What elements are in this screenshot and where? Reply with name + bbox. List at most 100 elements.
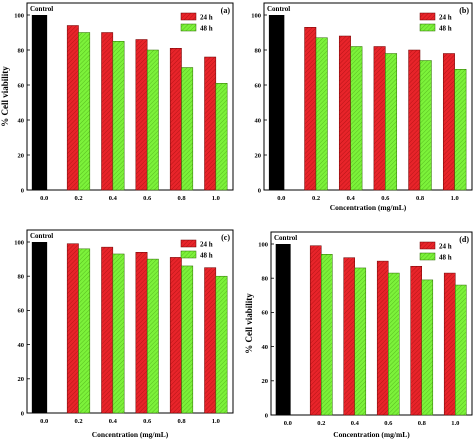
panel-c-bar-48h-4 — [181, 265, 194, 414]
panel-b-legend-swatch-0 — [419, 12, 436, 21]
panel-c-bar-48h-2 — [112, 253, 125, 414]
panel-b-bar-48h-2 — [350, 46, 363, 191]
panel-a-legend-label-1: 48 h — [200, 25, 213, 33]
panel-a-ytick-label-3: 60 — [18, 82, 25, 89]
panel-b-bar-24h-5 — [442, 53, 455, 191]
panel-c-xtick-label-5: 1.0 — [212, 418, 220, 425]
panel-a-panel-label: (a) — [221, 6, 231, 15]
panel-c-legend-swatch-1 — [180, 250, 197, 259]
panel-d-ytick-label-0: 0 — [265, 412, 268, 419]
panel-b-ytick-label-2: 40 — [255, 117, 262, 124]
panel-a-xtick-label-0: 0.0 — [40, 195, 48, 202]
panel-c-ytick-label-3: 60 — [18, 308, 25, 315]
panel-b-legend-label-1: 48 h — [439, 25, 452, 33]
panel-b-xtick-label-2: 0.4 — [347, 195, 356, 202]
panel-d-bar-48h-5 — [455, 284, 467, 416]
panel-c-bar-24h-3 — [135, 252, 148, 414]
panel-b-ytick-label-0: 0 — [258, 187, 261, 194]
panel-c-ytick-label-4: 80 — [18, 274, 25, 281]
panel-a-ylabel: % Cell viability — [0, 66, 10, 127]
panel-c-xlabel: Concentration (mg/mL) — [92, 430, 169, 439]
panel-a-ytick-label-5: 100 — [14, 12, 24, 19]
panel-a-legend-swatch-0 — [180, 12, 197, 21]
panel-d-bar-24h-3 — [376, 260, 389, 416]
panel-d-bar-control — [275, 244, 291, 415]
panel-a-xtick-label-3: 0.6 — [143, 195, 152, 202]
panel-b-xlabel: Concentration (mg/mL) — [330, 203, 407, 212]
panel-d-ytick-label-1: 20 — [262, 378, 269, 385]
panel-d-xtick-label-4: 0.8 — [418, 420, 427, 427]
panel-a-ytick-label-0: 0 — [21, 187, 24, 194]
panel-a-ytick-label-1: 20 — [18, 152, 25, 159]
panel-a-ytick-label-4: 80 — [18, 47, 25, 54]
panel-d-bar-48h-4 — [421, 279, 434, 416]
panel-d-ytick-label-4: 80 — [262, 276, 269, 283]
panel-c-xtick-label-4: 0.8 — [177, 418, 186, 425]
panel-a-bar-24h-4 — [169, 48, 182, 191]
panel-c-control-label: Control — [30, 232, 53, 240]
panel-a-xtick-label-2: 0.4 — [109, 195, 118, 202]
panel-d-xtick-label-1: 0.2 — [317, 420, 325, 427]
panel-d-bar-24h-5 — [443, 272, 456, 416]
panel-d-legend-swatch-1 — [419, 252, 436, 261]
panel-b-bar-48h-1 — [315, 37, 328, 191]
panel-c-frame — [26, 229, 234, 414]
panel-c-bar-24h-1 — [66, 243, 79, 414]
panel-c-ytick-label-1: 20 — [18, 376, 25, 383]
panel-a-bar-24h-2 — [101, 32, 114, 191]
panel-b-ytick-label-5: 100 — [251, 12, 261, 19]
panel-b-xtick-label-5: 1.0 — [451, 195, 459, 202]
panel-b-bar-24h-1 — [304, 27, 317, 191]
panel-b-legend-label-0: 24 h — [439, 14, 452, 22]
panel-c-bar-24h-5 — [204, 267, 217, 414]
panel-b-xtick-label-1: 0.2 — [312, 195, 320, 202]
panel-b-bar-24h-4 — [408, 49, 421, 191]
panel-a-legend-swatch-1 — [180, 23, 197, 32]
panel-d-bar-24h-4 — [410, 265, 423, 416]
panel-b-xtick-label-0: 0.0 — [277, 195, 285, 202]
panel-a-bar-control — [31, 15, 48, 190]
panel-d-xlabel: Concentration (mg/mL) — [333, 430, 410, 439]
panel-b-frame — [263, 2, 473, 191]
panel-d-control-label: Control — [274, 234, 297, 242]
panel-a-xtick-label-1: 0.2 — [74, 195, 82, 202]
panel-a-xtick-label-5: 1.0 — [212, 195, 220, 202]
panel-a-legend-label-0: 24 h — [200, 14, 213, 22]
panel-c-xtick-label-3: 0.6 — [143, 418, 152, 425]
panel-a-control-label: Control — [30, 5, 53, 13]
panel-b-bar-48h-3 — [385, 53, 398, 191]
panel-b-bar-48h-4 — [419, 60, 432, 191]
panel-b-bar-control — [268, 15, 285, 190]
panel-c-bar-24h-2 — [101, 246, 114, 414]
panel-d-legend-label-0: 24 h — [439, 243, 452, 251]
panel-d-legend-swatch-0 — [419, 241, 436, 250]
panel-a-frame — [26, 2, 234, 191]
panel-a-bar-48h-4 — [181, 67, 194, 191]
panel-d-ylabel: % Cell viability — [244, 293, 254, 354]
panel-b-panel-label: (b) — [459, 6, 469, 15]
panel-d-frame — [270, 231, 473, 416]
panel-c-panel-label: (c) — [221, 233, 230, 242]
panel-a-bar-24h-1 — [66, 25, 79, 191]
panel-d-ytick-label-3: 60 — [262, 310, 269, 317]
panel-c-xtick-label-2: 0.4 — [109, 418, 118, 425]
panel-d-panel-label: (d) — [459, 235, 469, 244]
panel-d-ytick-label-5: 100 — [258, 241, 268, 248]
panel-d-xtick-label-3: 0.6 — [384, 420, 393, 427]
panel-c-bar-48h-3 — [146, 258, 159, 414]
panel-d-bar-48h-1 — [321, 254, 333, 416]
panel-a-bar-48h-3 — [146, 49, 159, 191]
panel-b-xtick-label-4: 0.8 — [416, 195, 425, 202]
panel-c-xtick-label-0: 0.0 — [40, 418, 48, 425]
panel-a-bar-24h-5 — [204, 56, 217, 191]
panel-a-bar-48h-1 — [78, 32, 91, 191]
panel-a-ytick-label-2: 40 — [18, 117, 25, 124]
panel-d-bar-24h-2 — [343, 257, 356, 416]
panel-b-ytick-label-4: 80 — [255, 47, 262, 54]
panel-d-bar-48h-2 — [354, 267, 367, 416]
panel-c-legend-label-0: 24 h — [200, 241, 213, 249]
panel-a-xtick-label-4: 0.8 — [177, 195, 186, 202]
panel-a-bar-24h-3 — [135, 39, 148, 191]
panel-c-legend-label-1: 48 h — [200, 252, 213, 260]
panel-b-legend-swatch-1 — [419, 23, 436, 32]
